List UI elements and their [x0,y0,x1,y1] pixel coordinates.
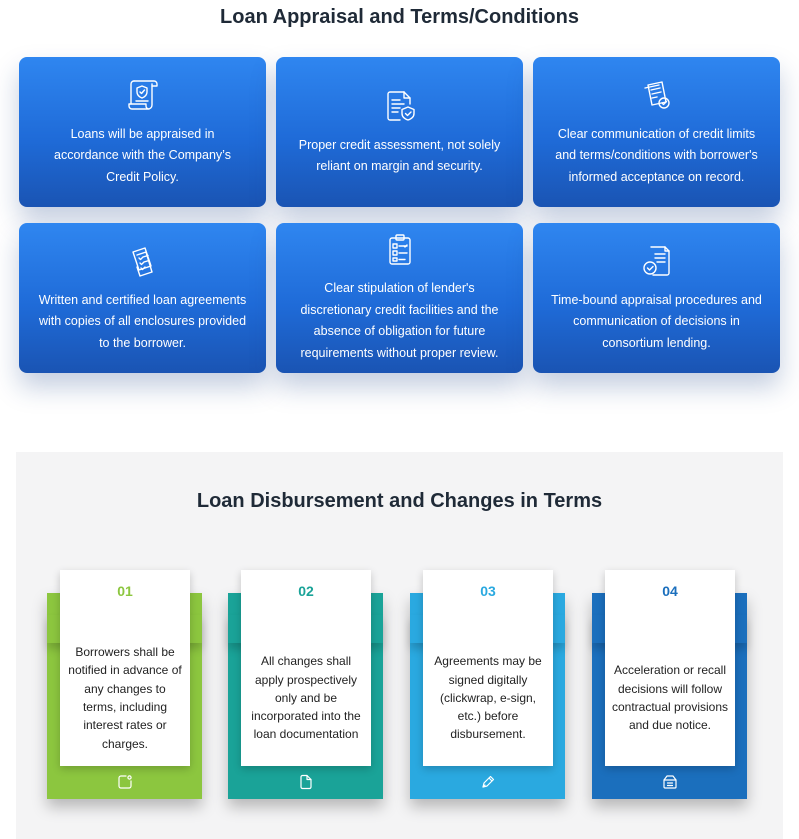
document-check-badge-icon [638,242,676,280]
step-column-04: 04 Acceleration or recall decisions will… [592,570,747,799]
step-column-01: 01 Borrowers shall be notified in advanc… [47,570,202,799]
step-number: 02 [298,583,314,599]
appraisal-card: Clear communication of credit limits and… [533,57,780,207]
step-column-03: 03 Agreements may be signed digitally (c… [410,570,565,799]
appraisal-card: Time-bound appraisal procedures and comm… [533,223,780,373]
inbox-icon [592,771,747,793]
appraisal-card: Written and certified loan agreements wi… [19,223,266,373]
appraisal-card-text: Loans will be appraised in accordance wi… [54,126,231,184]
appraisal-card-text: Clear stipulation of lender's discretion… [300,281,499,360]
step-card: 04 Acceleration or recall decisions will… [605,570,735,766]
note-icon [47,771,202,793]
step-column-02: 02 All changes shall apply prospectively… [228,570,383,799]
step-number: 04 [662,583,678,599]
step-text: All changes shall apply prospectively on… [251,654,361,742]
step-card: 02 All changes shall apply prospectively… [241,570,371,766]
appraisal-card-text: Time-bound appraisal procedures and comm… [551,292,762,350]
step-card: 01 Borrowers shall be notified in advanc… [60,570,190,766]
clipboard-checklist-icon [381,232,419,268]
certificate-scroll-icon [124,76,162,114]
step-text: Acceleration or recall decisions will fo… [611,663,729,733]
step-text: Borrowers shall be notified in advance o… [68,645,182,751]
section-title-disbursement: Loan Disbursement and Changes in Terms [196,490,603,512]
disbursement-section: Loan Disbursement and Changes in Terms 0… [16,452,783,839]
appraisal-cards-grid: Loans will be appraised in accordance wi… [19,57,781,373]
appraisal-card: Clear stipulation of lender's discretion… [276,223,523,373]
appraisal-card-text: Proper credit assessment, not solely rel… [298,137,501,174]
step-number: 01 [117,583,133,599]
documents-check-icon [638,76,676,114]
appraisal-card: Proper credit assessment, not solely rel… [276,57,523,207]
step-text: Agreements may be signed digitally (clic… [434,654,542,742]
appraisal-card: Loans will be appraised in accordance wi… [19,57,266,207]
appraisal-card-text: Clear communication of credit limits and… [555,126,758,184]
section-title-appraisal: Loan Appraisal and Terms/Conditions [220,6,579,28]
pen-icon [410,771,565,793]
step-number: 03 [480,583,496,599]
document-shield-icon [381,87,419,125]
step-card: 03 Agreements may be signed digitally (c… [423,570,553,766]
file-icon [228,771,383,793]
documents-checklist-icon [124,242,162,280]
appraisal-card-text: Written and certified loan agreements wi… [38,292,247,350]
